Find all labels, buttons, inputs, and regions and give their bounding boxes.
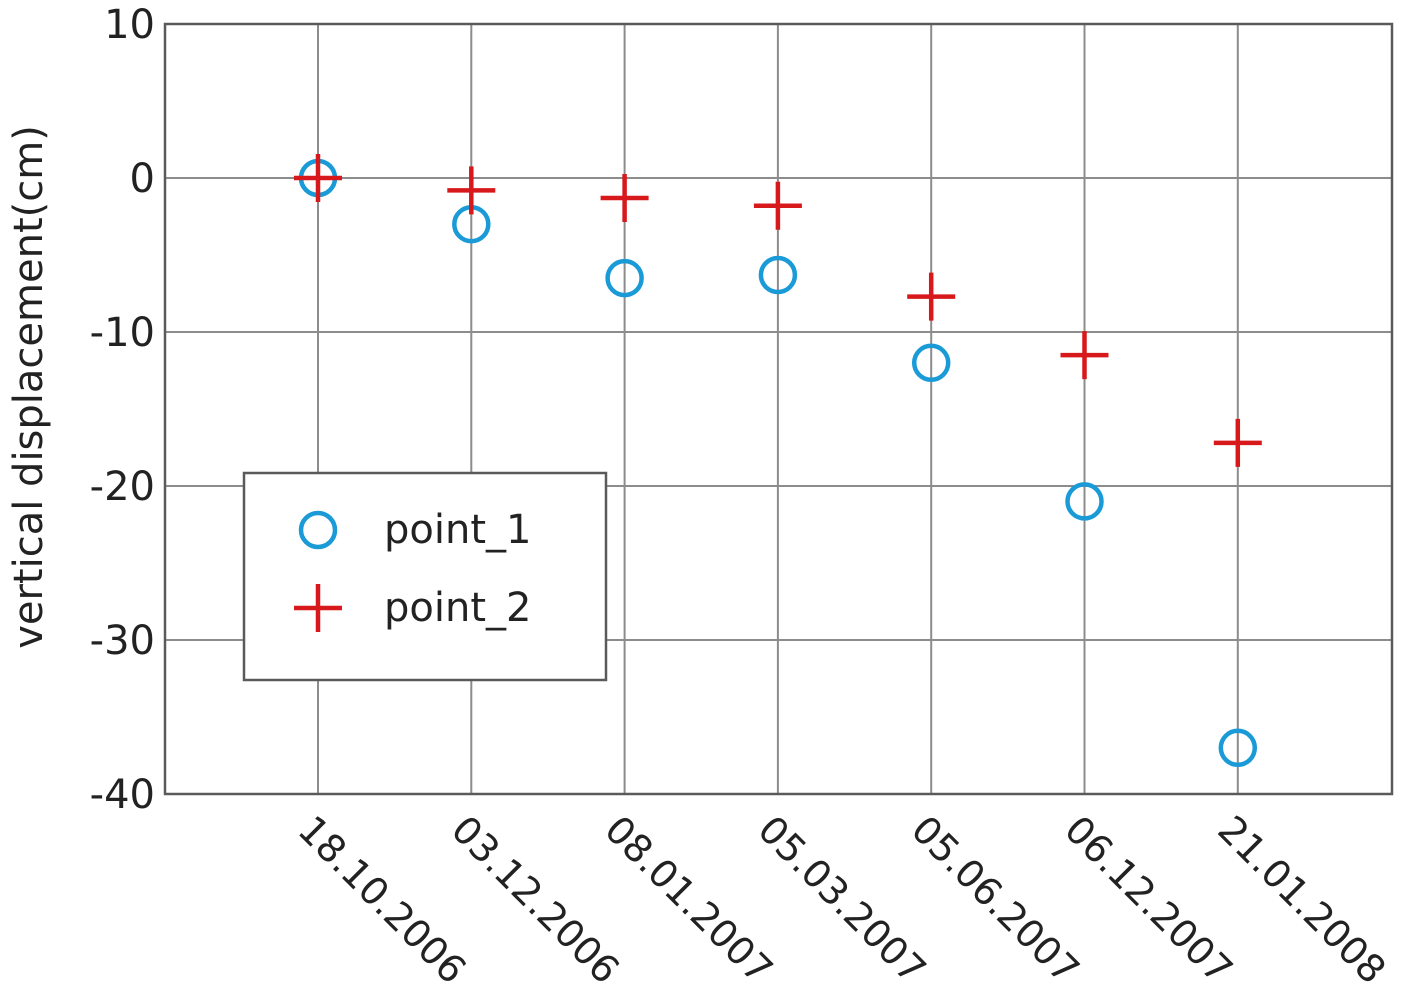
legend-label: point_1 [384,507,531,553]
legend-marker-point-2 [294,584,342,632]
data-point-point-1 [1218,728,1258,768]
data-point-point-2 [1213,418,1262,467]
data-points [294,154,1262,768]
data-point-point-1 [605,258,644,298]
y-tick-label: 10 [104,2,155,48]
data-point-point-1 [758,255,798,295]
y-tick-label: -30 [90,618,155,664]
data-point-point-2 [753,181,802,230]
legend: point_1 point_2 [242,471,608,682]
y-tick-label: -40 [90,772,155,818]
y-tick-label: -20 [90,464,155,510]
data-point-point-1 [911,343,951,383]
x-axis-ticks: 18.10.200603.12.200608.01.200705.03.2007… [290,807,1395,992]
y-tick-label: -10 [90,310,155,356]
y-axis-ticks: 10 0 -10 -20 -30 -40 [90,2,155,818]
legend-label: point_2 [384,585,531,631]
legend-marker-point-1 [298,510,338,550]
data-point-point-2 [600,174,649,223]
data-point-point-1 [1065,482,1104,521]
y-axis-label: vertical displacement(cm) [6,125,52,649]
data-point-point-2 [447,166,496,215]
y-tick-label: 0 [130,156,155,202]
legend-box [242,471,608,682]
data-point-point-2 [294,154,342,202]
data-point-point-2 [1060,331,1109,380]
plot-area [163,22,1394,796]
data-point-point-2 [907,272,956,321]
